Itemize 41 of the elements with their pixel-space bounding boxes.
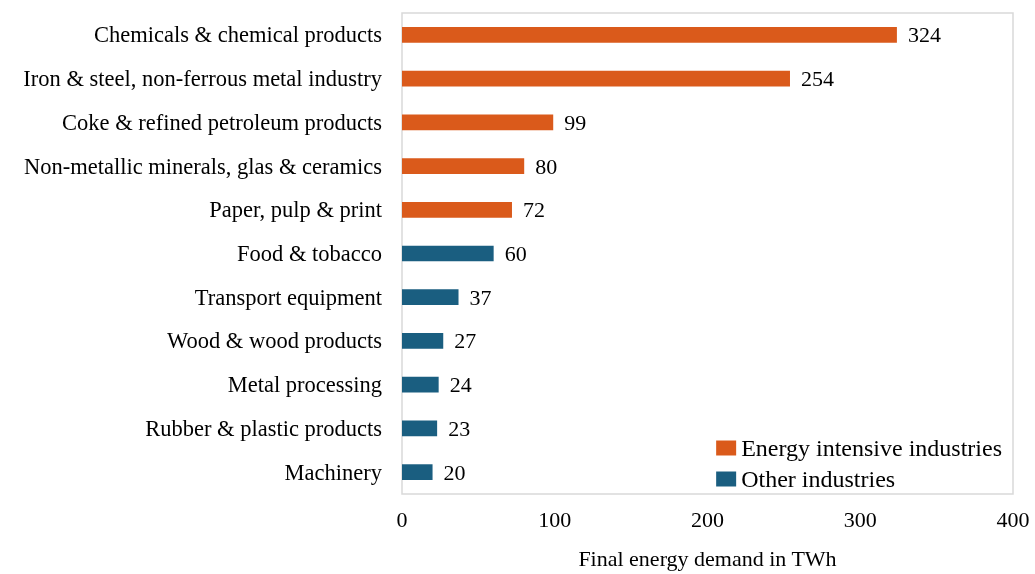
data-label: 23 [448, 415, 471, 441]
y-tick-label: Paper, pulp & print [209, 197, 383, 223]
bar [402, 70, 790, 87]
y-tick-label: Iron & steel, non-ferrous metal industry [23, 66, 383, 92]
bar [402, 333, 444, 349]
y-tick-label: Machinery [284, 459, 383, 485]
data-label: 72 [522, 197, 545, 223]
x-tick-label: 100 [538, 506, 572, 532]
data-label: 37 [469, 284, 492, 310]
legend-label: Energy intensive industries [741, 435, 1003, 461]
data-label: 20 [443, 459, 466, 485]
bar [402, 245, 494, 262]
y-tick-label: Transport equipment [194, 284, 383, 310]
y-tick-label: Coke & refined petroleum products [62, 109, 382, 135]
bar [402, 464, 433, 481]
data-label: 24 [449, 372, 472, 398]
y-tick-label: Food & tobacco [237, 241, 382, 266]
bar [402, 114, 554, 131]
bar [402, 289, 459, 306]
y-tick-label: Rubber & plastic products [145, 415, 382, 441]
bar [402, 376, 439, 393]
y-tick-label: Non-metallic minerals, glas & ceramics [23, 153, 382, 179]
x-tick-label: 300 [843, 506, 877, 532]
legend-label: Other industries [741, 466, 896, 492]
x-tick-label: 400 [996, 506, 1030, 532]
data-label: 27 [454, 328, 477, 354]
data-label: 60 [504, 241, 527, 266]
bar [402, 26, 897, 43]
x-tick-label: 0 [396, 506, 408, 532]
y-tick-label: Metal processing [227, 372, 382, 398]
y-tick-label: Chemicals & chemical products [93, 22, 382, 48]
data-label: 324 [907, 22, 941, 48]
x-tick-label: 200 [691, 506, 724, 532]
y-tick-label: Wood & wood products [166, 328, 382, 354]
bar [402, 201, 512, 218]
data-label: 99 [564, 109, 587, 135]
bar [402, 420, 438, 437]
data-label: 80 [535, 153, 558, 179]
bar [402, 158, 525, 174]
data-label: 254 [800, 66, 834, 92]
x-axis-title: Final energy demand in TWh [578, 545, 837, 571]
